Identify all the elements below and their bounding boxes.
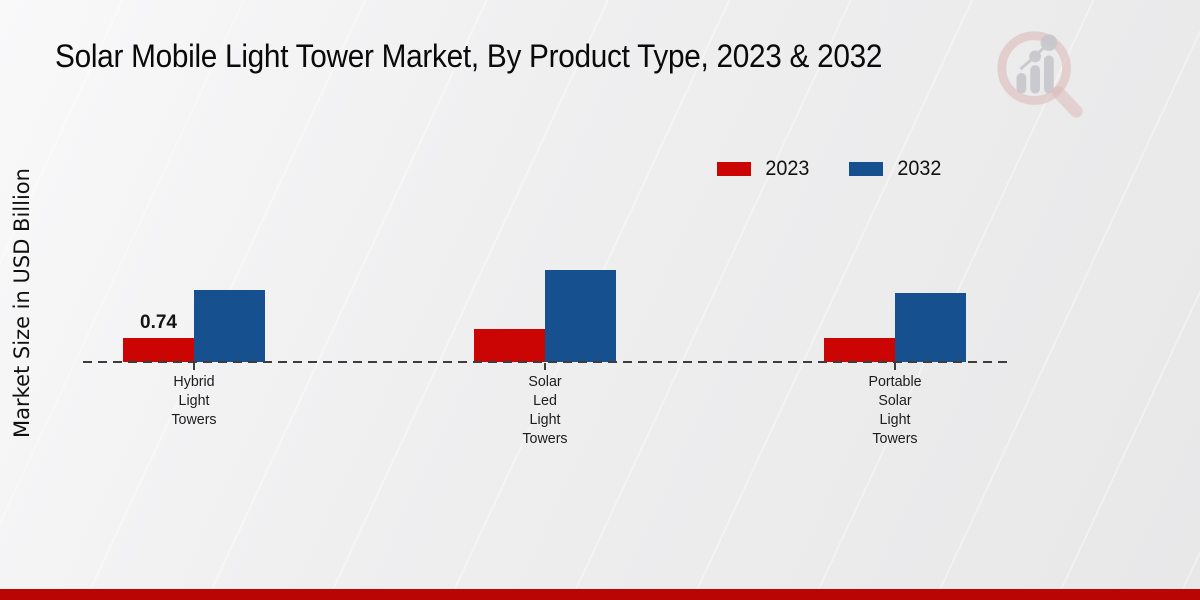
x-tick-label-portable-solar-light-towers: Portable Solar Light Towers [868,373,922,447]
growth-bars-icon [1016,34,1058,94]
footer-accent-bar [0,589,1200,600]
legend-swatch-2032 [848,162,883,176]
bar-value-label: 0.74 [140,312,177,333]
legend-label-2032: 2032 [897,157,942,180]
legend-swatch-2023 [717,162,751,176]
chart-title: Solar Mobile Light Tower Market, By Prod… [55,38,883,74]
bar-2023-hybrid-light-towers [123,338,194,362]
bar-2032-portable-solar-light-towers [895,293,966,362]
legend-item-2023: 2023 [717,157,811,181]
legend: 2023 2032 [717,157,942,181]
x-axis-tick [193,363,195,370]
bar-2023-portable-solar-light-towers [824,338,895,362]
bar-2023-solar-led-light-towers [474,329,545,362]
bar-2032-hybrid-light-towers [194,290,265,362]
brand-logo-watermark [997,31,1083,118]
x-axis-tick [544,363,546,370]
legend-label-2023: 2023 [765,157,810,180]
bar-2032-solar-led-light-towers [545,270,616,362]
magnifier-icon [997,31,1083,118]
legend-item-2032: 2032 [848,157,943,181]
x-axis-tick [894,363,896,370]
x-tick-label-solar-led-light-towers: Solar Led Light Towers [522,373,568,447]
x-tick-label-hybrid-light-towers: Hybrid Light Towers [171,373,217,428]
x-axis-baseline [83,361,1007,363]
